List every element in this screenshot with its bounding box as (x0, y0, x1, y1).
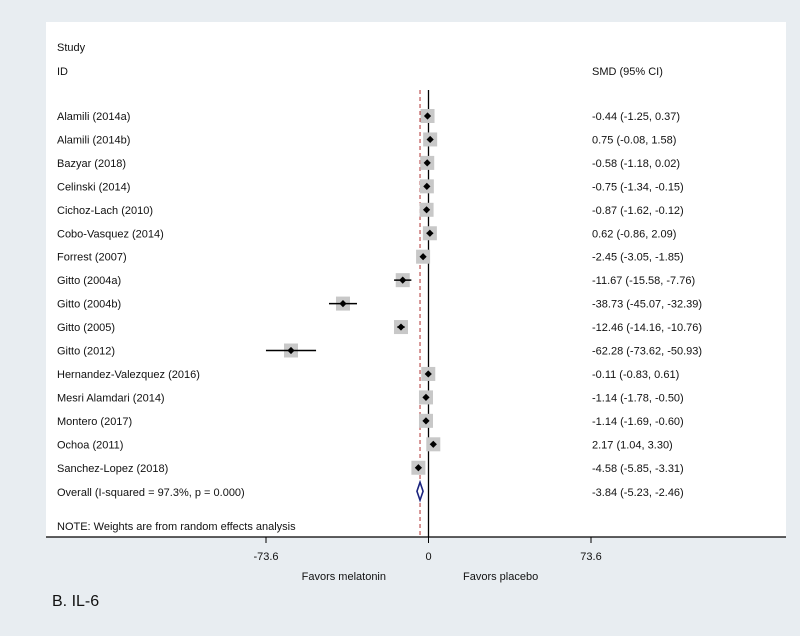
study-point-estimate (426, 229, 434, 237)
study-point-estimate (423, 112, 432, 120)
study-ci-text: -0.44 (-1.25, 0.37) (592, 111, 680, 123)
header-study: Study (57, 42, 86, 54)
study-label: Gitto (2005) (57, 322, 115, 334)
study-ci-text: 0.62 (-0.86, 2.09) (592, 228, 676, 240)
study-label: Gitto (2012) (57, 346, 115, 358)
study-ci-text: 0.75 (-0.08, 1.58) (592, 134, 676, 146)
study-label: Bazyar (2018) (57, 158, 126, 170)
study-ci-text: -0.75 (-1.34, -0.15) (592, 181, 684, 193)
study-ci-text: -4.58 (-5.85, -3.31) (592, 463, 684, 475)
study-marks (265, 109, 441, 503)
study-ci-text: -1.14 (-1.69, -0.60) (592, 416, 684, 428)
study-point-estimate (429, 440, 437, 448)
forest-plot: Study ID SMD (95% CI) Overall (I-squared… (57, 42, 702, 537)
x-tick-label: 0 (425, 551, 431, 563)
study-point-estimate (426, 135, 434, 144)
study-point-estimate (424, 370, 432, 378)
study-label: Montero (2017) (57, 416, 132, 428)
study-rows: Alamili (2014a) -0.44 (-1.25, 0.37) Alamil… (57, 111, 702, 475)
study-label: Cichoz-Lach (2010) (57, 205, 153, 217)
study-label: Mesri Alamdari (2014) (57, 392, 165, 404)
study-point-estimate (423, 182, 431, 190)
study-label: Ochoa (2011) (57, 439, 123, 451)
overall-ci-text: -3.84 (-5.23, -2.46) (592, 487, 684, 499)
forest-plot-panel: Study ID SMD (95% CI) Overall (I-squared… (46, 22, 786, 537)
study-point-estimate (397, 323, 405, 331)
overall-label: Overall (I-squared = 97.3%, p = 0.000) (57, 487, 245, 499)
study-label: Gitto (2004a) (57, 275, 121, 287)
study-label: Gitto (2004b) (57, 299, 121, 311)
study-ci-text: -0.58 (-1.18, 0.02) (592, 158, 680, 170)
study-ci-text: -1.14 (-1.78, -0.50) (592, 392, 684, 404)
study-ci-text: -11.67 (-15.58, -7.76) (592, 275, 695, 287)
study-label: Alamili (2014b) (57, 134, 130, 146)
study-point-estimate (422, 393, 430, 401)
weights-note: NOTE: Weights are from random effects an… (57, 521, 296, 533)
study-label: Sanchez-Lopez (2018) (57, 463, 168, 475)
study-label: Hernandez-Valezquez (2016) (57, 369, 200, 381)
study-label: Cobo-Vasquez (2014) (57, 228, 164, 240)
study-label: Forrest (2007) (57, 252, 127, 264)
x-axis: -73.6 0 73.6 Favors melatonin Favors place… (46, 536, 786, 583)
study-point-estimate (399, 276, 407, 284)
overall-diamond (416, 479, 424, 503)
figure-label: B. IL-6 (52, 593, 100, 610)
study-ci-text: -12.46 (-14.16, -10.76) (592, 322, 702, 334)
favors-left-label: Favors melatonin (302, 571, 386, 583)
study-ci-text: 2.17 (1.04, 3.30) (592, 439, 673, 451)
header-effect: SMD (95% CI) (592, 66, 663, 78)
study-ci-text: -38.73 (-45.07, -32.39) (592, 299, 702, 311)
study-point-estimate (423, 159, 431, 167)
study-point-estimate (419, 253, 427, 261)
x-axis-ticks: -73.6 0 73.6 (253, 537, 602, 563)
study-point-estimate (422, 206, 431, 214)
study-label: Alamili (2014a) (57, 111, 130, 123)
study-ci-text: -0.87 (-1.62, -0.12) (592, 205, 684, 217)
favors-right-label: Favors placebo (463, 571, 538, 583)
header-id: ID (57, 66, 68, 78)
study-ci-text: -2.45 (-3.05, -1.85) (592, 252, 684, 264)
x-tick-label: 73.6 (580, 551, 601, 563)
study-label: Celinski (2014) (57, 181, 130, 193)
study-point-estimate (414, 464, 422, 472)
study-ci-text: -0.11 (-0.83, 0.61) (592, 369, 679, 381)
x-tick-label: -73.6 (253, 551, 278, 563)
study-ci-text: -62.28 (-73.62, -50.93) (592, 346, 702, 358)
study-point-estimate (422, 417, 430, 425)
study-point-estimate (339, 300, 347, 308)
